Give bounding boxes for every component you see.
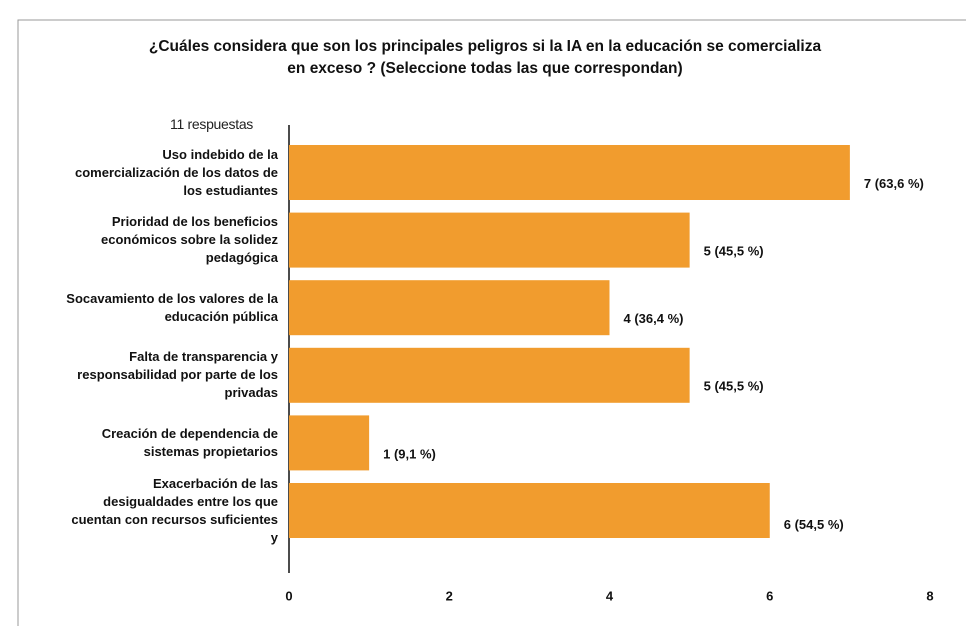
category-label: Uso indebido de la comercialización de l… (74, 146, 278, 198)
value-label: 6 (54,5 %) (784, 517, 844, 532)
x-tick-label: 8 (926, 588, 933, 603)
category-label: Prioridad de los beneficios económicos s… (101, 214, 278, 266)
chart-title: ¿Cuáles considera que son los principale… (148, 38, 822, 77)
bar (289, 280, 610, 336)
category-label: Socavamiento de los valores de la educac… (66, 290, 278, 324)
value-label: 4 (36,4 %) (624, 311, 684, 326)
x-tick-label: 2 (446, 588, 453, 603)
value-label: 5 (45,5 %) (704, 244, 764, 259)
value-label: 5 (45,5 %) (704, 379, 764, 394)
category-label: Exacerbación de las desigualdades entre … (71, 475, 278, 545)
category-label: Creación de dependencia de sistemas prop… (101, 425, 278, 459)
x-tick-label: 0 (285, 588, 292, 603)
bar (289, 415, 370, 471)
bar (289, 347, 690, 403)
frame (17, 19, 966, 626)
bar (289, 483, 770, 538)
value-label: 7 (63,6 %) (864, 176, 924, 191)
x-tick-label: 4 (606, 588, 614, 603)
chart-subtitle: 11 respuestas (170, 116, 254, 132)
bar (289, 212, 690, 268)
category-label: Falta de transparencia y responsabilidad… (77, 349, 278, 401)
value-label: 1 (9,1 %) (383, 446, 436, 461)
bar (289, 145, 850, 200)
x-tick-label: 6 (766, 588, 773, 603)
